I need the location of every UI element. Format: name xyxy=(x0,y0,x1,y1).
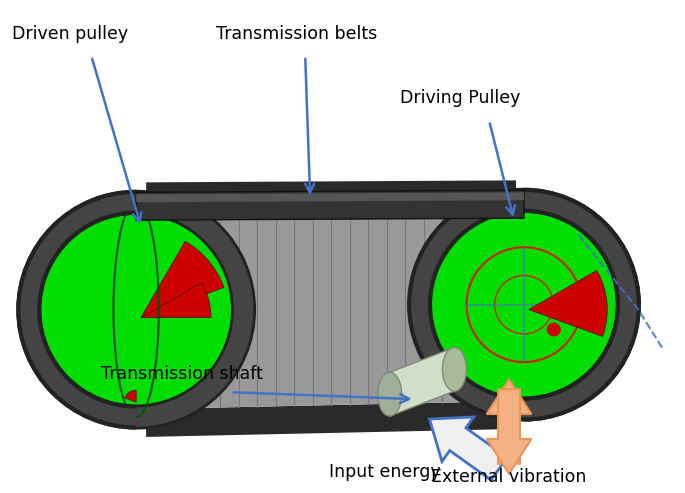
Polygon shape xyxy=(136,190,524,220)
Text: Driven pulley: Driven pulley xyxy=(12,25,128,43)
Wedge shape xyxy=(141,282,211,317)
Polygon shape xyxy=(146,401,516,437)
Wedge shape xyxy=(529,271,607,336)
Text: Driving Pulley: Driving Pulley xyxy=(399,89,520,107)
Circle shape xyxy=(547,322,561,337)
Polygon shape xyxy=(136,192,524,202)
Text: Input energy: Input energy xyxy=(329,462,440,481)
Circle shape xyxy=(29,202,244,417)
Polygon shape xyxy=(503,200,545,409)
Text: Transmission shaft: Transmission shaft xyxy=(101,365,263,383)
Text: Transmission belts: Transmission belts xyxy=(216,25,377,43)
Ellipse shape xyxy=(378,372,401,416)
FancyArrow shape xyxy=(429,417,507,480)
Ellipse shape xyxy=(443,348,466,391)
Text: External vibration: External vibration xyxy=(432,468,587,486)
Circle shape xyxy=(420,200,628,409)
FancyArrow shape xyxy=(486,379,532,464)
FancyArrow shape xyxy=(486,389,532,474)
Polygon shape xyxy=(146,180,516,210)
Polygon shape xyxy=(146,208,516,409)
Polygon shape xyxy=(390,348,454,416)
Wedge shape xyxy=(125,390,136,402)
Polygon shape xyxy=(114,202,159,417)
Wedge shape xyxy=(141,242,224,317)
